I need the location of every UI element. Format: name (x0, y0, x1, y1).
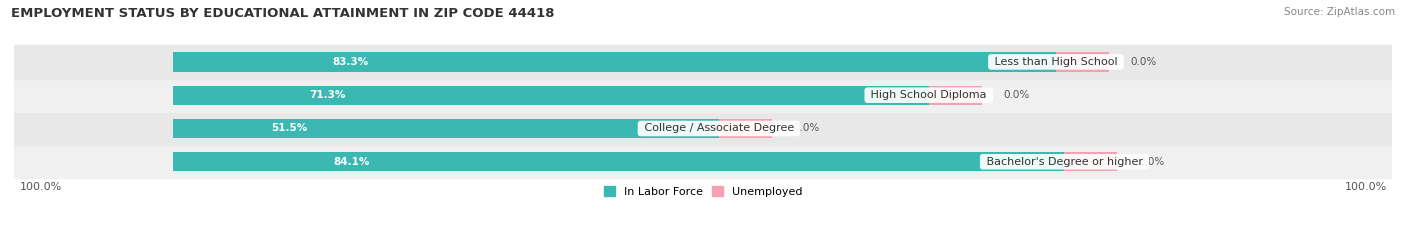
Bar (173, 119, 718, 138)
Text: 84.1%: 84.1% (333, 157, 370, 167)
Bar (173, 86, 929, 105)
Bar (14, 145, 1392, 178)
Text: 0.0%: 0.0% (1139, 157, 1166, 167)
Bar (1064, 152, 1118, 171)
Text: 0.0%: 0.0% (1002, 90, 1029, 100)
Text: EMPLOYMENT STATUS BY EDUCATIONAL ATTAINMENT IN ZIP CODE 44418: EMPLOYMENT STATUS BY EDUCATIONAL ATTAINM… (11, 7, 555, 20)
Bar (929, 86, 981, 105)
Text: 51.5%: 51.5% (271, 123, 308, 134)
Text: Less than High School: Less than High School (991, 57, 1121, 67)
Text: College / Associate Degree: College / Associate Degree (641, 123, 797, 134)
Bar (14, 79, 1392, 112)
Text: 100.0%: 100.0% (20, 182, 62, 192)
Text: Bachelor's Degree or higher: Bachelor's Degree or higher (983, 157, 1146, 167)
Text: 100.0%: 100.0% (1344, 182, 1386, 192)
Bar (173, 52, 1056, 72)
Text: High School Diploma: High School Diploma (868, 90, 990, 100)
Bar (14, 112, 1392, 145)
Text: 0.0%: 0.0% (1130, 57, 1156, 67)
Bar (14, 45, 1392, 79)
Bar (718, 119, 772, 138)
Legend: In Labor Force, Unemployed: In Labor Force, Unemployed (599, 182, 807, 201)
Text: 71.3%: 71.3% (309, 90, 346, 100)
Bar (173, 152, 1064, 171)
Text: Source: ZipAtlas.com: Source: ZipAtlas.com (1284, 7, 1395, 17)
Text: 83.3%: 83.3% (332, 57, 368, 67)
Bar (1056, 52, 1109, 72)
Text: 0.0%: 0.0% (793, 123, 820, 134)
